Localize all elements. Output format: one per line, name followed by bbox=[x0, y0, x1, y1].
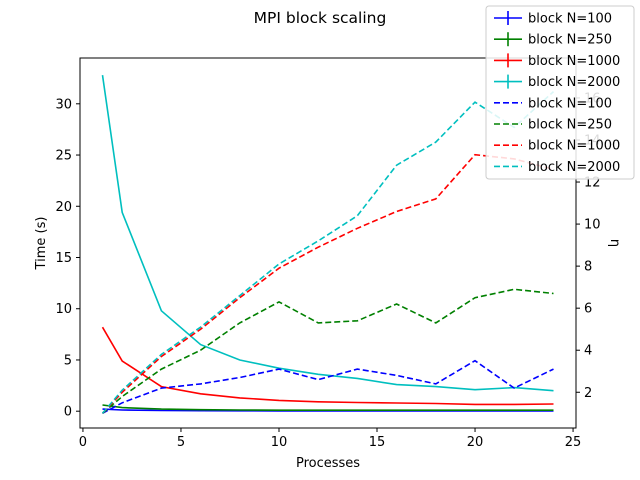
legend-label: block N=2000 bbox=[528, 160, 620, 175]
y-tick-label: 0 bbox=[64, 405, 72, 420]
y2-tick-label: 10 bbox=[584, 218, 601, 233]
legend-label: block N=2000 bbox=[528, 75, 620, 90]
efficiency-series-block-n-250 bbox=[101, 288, 554, 414]
efficiency-series-layer bbox=[101, 91, 555, 415]
legend-label: block N=1000 bbox=[528, 139, 620, 154]
legend-entry-time-block-n-250: block N=250 bbox=[494, 32, 612, 48]
x-axis: 0 5 10 15 20 25 bbox=[79, 428, 582, 450]
y2-tick-label: 2 bbox=[584, 386, 592, 401]
legend-label: block N=100 bbox=[528, 12, 612, 27]
legend: block N=100 block N=250 block N=1000 block … bbox=[485, 5, 635, 180]
chart-title: MPI block scaling bbox=[254, 9, 387, 27]
x-tick-label: 15 bbox=[369, 435, 386, 450]
x-tick-label: 5 bbox=[177, 435, 185, 450]
legend-entry-time-block-n-1000: block N=1000 bbox=[494, 53, 620, 69]
x-axis-label: Processes bbox=[296, 456, 360, 471]
time-series-layer bbox=[101, 74, 554, 412]
x-tick-label: 0 bbox=[79, 435, 87, 450]
y2-tick-label: 6 bbox=[584, 302, 592, 317]
x-tick-label: 25 bbox=[565, 435, 582, 450]
y-axis-label: Time (s) bbox=[34, 217, 49, 271]
y2-tick-label: 8 bbox=[584, 260, 592, 275]
legend-label: block N=100 bbox=[528, 96, 612, 111]
x-tick-label: 20 bbox=[467, 435, 484, 450]
y-tick-label: 15 bbox=[55, 251, 72, 266]
time-series-block-n-2000 bbox=[101, 74, 554, 392]
plot-frame bbox=[79, 57, 577, 429]
y-tick-label: 30 bbox=[55, 97, 72, 112]
efficiency-series-block-n-2000 bbox=[101, 91, 555, 414]
efficiency-series-block-n-1000 bbox=[101, 153, 554, 414]
legend-label: block N=250 bbox=[528, 33, 612, 48]
legend-entry-efficiency-block-n-2000: block N=2000 bbox=[494, 160, 620, 175]
x-tick-label: 10 bbox=[271, 435, 288, 450]
y-tick-label: 10 bbox=[55, 302, 72, 317]
efficiency-series-block-n-100 bbox=[102, 359, 554, 415]
y2-tick-label: 4 bbox=[584, 344, 592, 359]
legend-entry-efficiency-block-n-1000: block N=1000 bbox=[494, 139, 620, 154]
y2-axis-label: η bbox=[607, 239, 622, 247]
y-axis-left: 0 5 10 15 20 25 30 bbox=[55, 97, 80, 420]
legend-label: block N=250 bbox=[528, 118, 612, 133]
time-series-block-n-250 bbox=[102, 404, 554, 412]
legend-entry-time-block-n-2000: block N=2000 bbox=[494, 74, 620, 90]
legend-entry-efficiency-block-n-250: block N=250 bbox=[494, 118, 612, 133]
legend-box bbox=[485, 5, 635, 180]
y-tick-label: 5 bbox=[64, 353, 72, 368]
legend-label: block N=1000 bbox=[528, 54, 620, 69]
legend-entry-efficiency-block-n-100: block N=100 bbox=[494, 96, 612, 111]
time-series-block-n-1000 bbox=[101, 326, 554, 406]
legend-entry-time-block-n-100: block N=100 bbox=[494, 11, 612, 27]
y-tick-label: 25 bbox=[55, 149, 72, 164]
y-tick-label: 20 bbox=[55, 200, 72, 215]
